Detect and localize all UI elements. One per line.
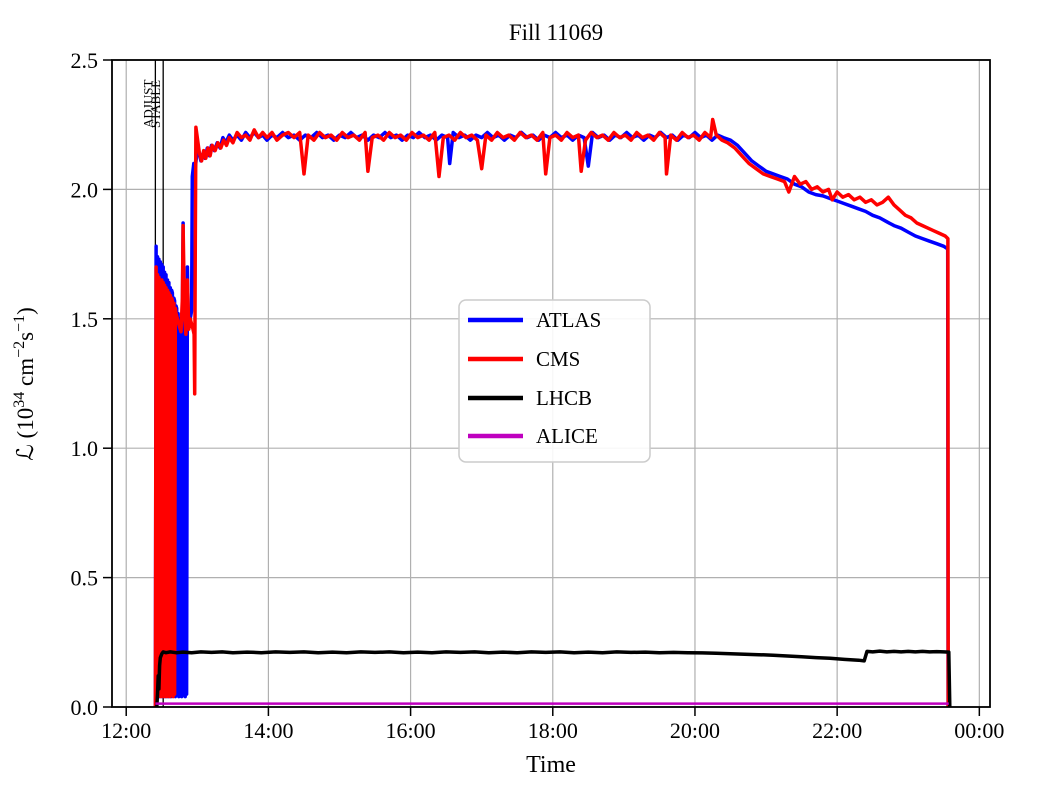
beam-mode-label-adjust: ADJUST — [140, 80, 155, 128]
x-tick-label: 18:00 — [528, 718, 578, 743]
y-tick-label: 1.5 — [71, 307, 99, 332]
x-tick-label: 14:00 — [243, 718, 293, 743]
legend-entry-lhcb: LHCB — [536, 386, 592, 410]
x-tick-label: 00:00 — [954, 718, 1004, 743]
y-tick-label: 2.5 — [71, 48, 99, 73]
legend-entry-cms: CMS — [536, 347, 580, 371]
legend-box — [458, 299, 651, 463]
y-axis-label: ℒ (1034 cm−2s−1) — [11, 307, 38, 461]
plot-area-border — [111, 59, 991, 708]
legend-entry-alice: ALICE — [536, 424, 598, 448]
legend: ATLAS CMS LHCB ALICE — [458, 299, 651, 463]
chart-title: Fill 11069 — [509, 20, 603, 45]
beam-mode-label-stable: STABLE — [148, 80, 163, 128]
x-axis-label: Time — [526, 752, 576, 778]
x-tick-label: 16:00 — [386, 718, 436, 743]
y-axis-tick-labels: 0.0 0.5 1.0 1.5 2.0 2.5 — [71, 48, 99, 720]
y-tick-label: 1.0 — [71, 436, 99, 461]
y-tick-label: 2.0 — [71, 177, 99, 202]
x-axis-tick-labels: 12:00 14:00 16:00 18:00 20:00 22:00 00:0… — [101, 718, 1004, 743]
series-line-lhcb — [155, 649, 952, 707]
x-tick-label: 12:00 — [101, 718, 151, 743]
y-label-script-l: ℒ — [13, 444, 38, 461]
series-line-cms — [153, 117, 950, 707]
x-tick-label: 20:00 — [670, 718, 720, 743]
legend-entry-atlas: ATLAS — [536, 308, 601, 332]
y-tick-label: 0.0 — [71, 695, 99, 720]
axis-tick-marks — [103, 59, 981, 716]
series-lines — [153, 117, 952, 707]
x-tick-label: 22:00 — [812, 718, 862, 743]
y-tick-label: 0.5 — [71, 566, 99, 591]
